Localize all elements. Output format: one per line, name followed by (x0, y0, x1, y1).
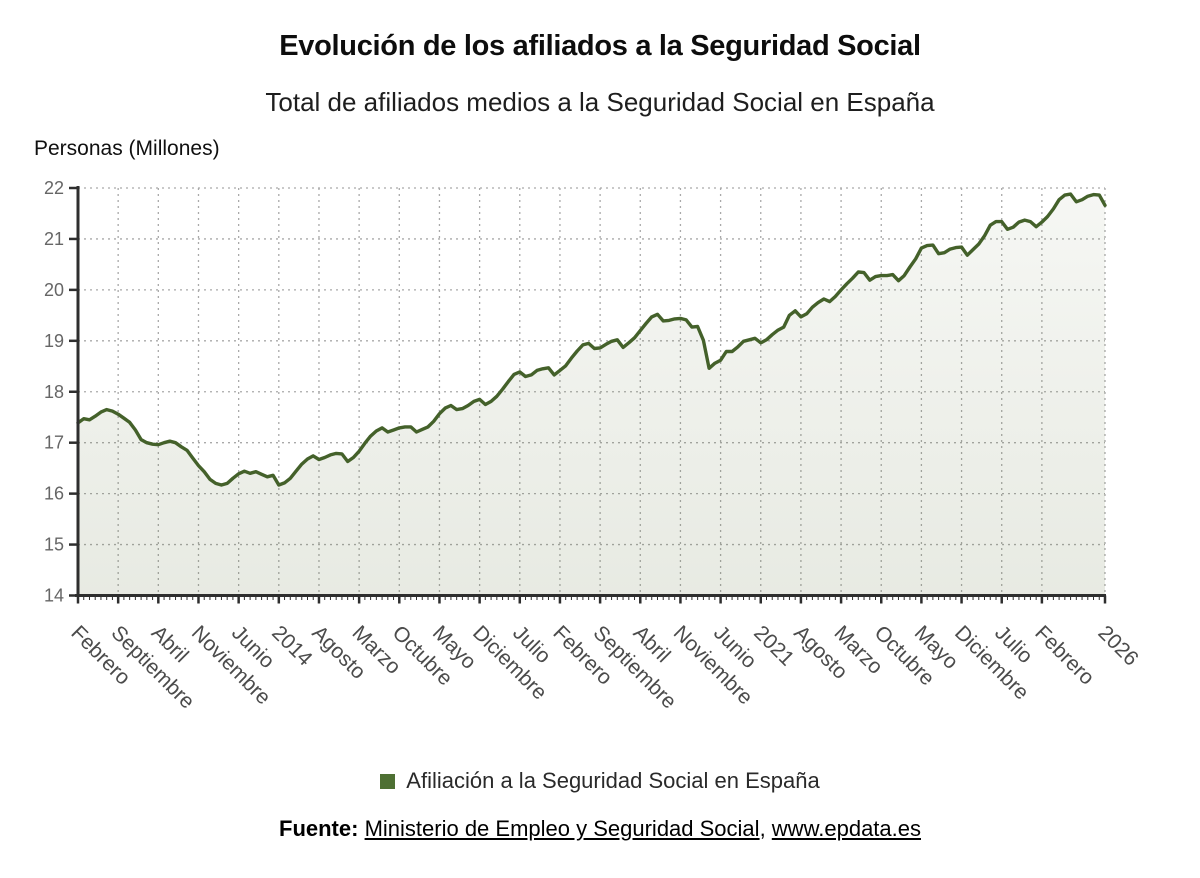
y-axis-tick-label: 19 (44, 331, 64, 351)
x-axis-tick-label: 2014 (267, 621, 317, 671)
source-footer: Fuente: Ministerio de Empleo y Seguridad… (0, 816, 1200, 842)
source-separator: , (759, 816, 772, 841)
legend-swatch-icon (380, 773, 396, 789)
y-axis-tick-label: 16 (44, 484, 64, 504)
y-axis-tick-label: 14 (44, 586, 64, 606)
chart-subtitle: Total de afiliados medios a la Seguridad… (265, 87, 935, 117)
source-ministry-link[interactable]: Ministerio de Empleo y Seguridad Social (364, 816, 760, 841)
chart-legend: Afiliación a la Seguridad Social en Espa… (0, 768, 1200, 794)
y-axis-label: Personas (Millones) (34, 137, 220, 160)
y-axis-tick-label: 17 (44, 433, 64, 453)
y-axis-tick-label: 21 (44, 229, 64, 249)
y-axis-tick-label: 20 (44, 280, 64, 300)
y-axis-tick-label: 22 (44, 178, 64, 198)
source-prefix: Fuente: (279, 816, 359, 841)
x-axis-tick-label: Febrero (1030, 621, 1098, 689)
affiliation-line-chart: 141516171819202122FebreroSeptiembreAbril… (44, 178, 1143, 713)
y-axis-tick-label: 18 (44, 382, 64, 402)
y-axis-tick-label: 15 (44, 535, 64, 555)
chart-title: Evolución de los afiliados a la Segurida… (279, 30, 921, 62)
x-axis-tick-label: 2026 (1093, 621, 1142, 670)
source-epdata-link[interactable]: www.epdata.es (771, 816, 921, 841)
x-axis-tick-label: 2021 (749, 621, 798, 670)
legend-label: Afiliación a la Seguridad Social en Espa… (406, 768, 820, 793)
